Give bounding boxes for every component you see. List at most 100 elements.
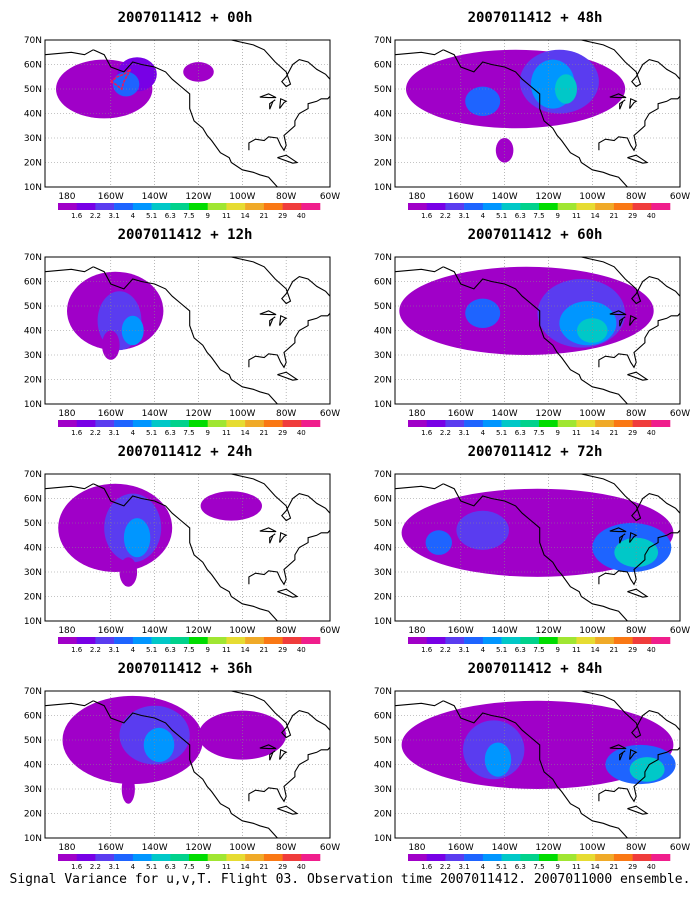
colorbar-label: 1.6	[421, 863, 433, 871]
colorbar-swatch	[263, 637, 283, 644]
longitude-label: 60W	[670, 192, 690, 202]
variance-contour	[102, 330, 120, 360]
colorbar-swatch	[445, 637, 465, 644]
latitude-label: 40N	[24, 761, 42, 771]
colorbar-swatch	[76, 637, 96, 644]
longitude-label: 140W	[142, 626, 168, 636]
longitude-label: 80W	[276, 626, 296, 636]
colorbar-label: 29	[278, 863, 287, 871]
variance-contour	[456, 510, 509, 550]
signal-variance-map: 70N 60N 50N 40N 30N 20N 10N 180 160W 140W 120W 100W…	[374, 36, 690, 220]
longitude-label: 80W	[626, 409, 646, 419]
latitude-label: 30N	[24, 351, 42, 361]
colorbar-label: 3.1	[109, 646, 120, 654]
latitude-label: 70N	[374, 470, 392, 480]
colorbar-label: 5.1	[496, 646, 507, 654]
longitude-label: 100W	[579, 626, 605, 636]
panel-title: 2007011412 + 36h	[117, 661, 253, 677]
latitude-label: 70N	[374, 687, 392, 697]
colorbar-swatch	[426, 637, 446, 644]
colorbar-label: 11	[222, 429, 231, 437]
latitude-label: 50N	[374, 519, 392, 529]
colorbar-label: 14	[241, 429, 250, 437]
colorbar-swatch	[245, 637, 265, 644]
coastline	[395, 40, 680, 187]
latitude-label: 10N	[374, 834, 392, 844]
longitude-label: 180	[58, 626, 75, 636]
colorbar-swatch	[557, 420, 577, 427]
longitude-label: 140W	[142, 843, 168, 853]
colorbar-swatch	[520, 854, 540, 861]
colorbar-swatch	[226, 637, 246, 644]
colorbar-label: 6.3	[515, 429, 526, 437]
colorbar-swatch	[263, 854, 283, 861]
colorbar-label: 7.5	[183, 863, 194, 871]
latitude-label: 20N	[374, 159, 392, 169]
colorbar-label: 6.3	[165, 212, 176, 220]
map-panel: 2007011412 + 72h 70N 60N 50N 40N 30N 20N 10N 180…	[360, 444, 690, 654]
colorbar-label: 21	[259, 646, 268, 654]
colorbar-swatch	[226, 203, 246, 210]
colorbar-swatch	[576, 203, 596, 210]
colorbar-swatch	[613, 637, 633, 644]
colorbar-swatch	[58, 637, 77, 644]
colorbar-label: 14	[241, 863, 250, 871]
latitude-label: 50N	[374, 736, 392, 746]
map-panel: 2007011412 + 84h 70N 60N 50N 40N 30N 20N 10N 180…	[360, 661, 690, 871]
colorbar-swatch	[632, 203, 652, 210]
colorbar-label: 5.1	[146, 863, 157, 871]
colorbar-swatch	[539, 420, 558, 427]
longitude-label: 140W	[492, 409, 518, 419]
longitude-label: 100W	[229, 192, 255, 202]
longitude-label: 160W	[448, 843, 474, 853]
colorbar-swatch	[245, 203, 265, 210]
colorbar-swatch	[170, 203, 190, 210]
colorbar-label: 6.3	[165, 429, 176, 437]
colorbar-label: 5.1	[146, 646, 157, 654]
longitude-label: 120W	[185, 843, 211, 853]
longitude-label: 60W	[670, 843, 690, 853]
longitude-label: 60W	[320, 409, 340, 419]
latitude-label: 50N	[24, 302, 42, 312]
colorbar-swatch	[426, 854, 446, 861]
longitude-label: 80W	[626, 843, 646, 853]
colorbar-swatch	[170, 854, 190, 861]
colorbar-label: 11	[222, 863, 231, 871]
longitude-label: 80W	[276, 192, 296, 202]
colorbar-swatch	[170, 637, 190, 644]
colorbar-swatch	[595, 203, 615, 210]
latitude-label: 50N	[24, 736, 42, 746]
colorbar-label: 4	[131, 212, 136, 220]
colorbar-swatch	[301, 420, 321, 427]
latitude-label: 50N	[374, 302, 392, 312]
variance-contour	[484, 742, 512, 777]
colorbar-label: 5.1	[496, 863, 507, 871]
longitude-label: 100W	[579, 192, 605, 202]
colorbar: 1.6 2.2 3.1 4 5.1 6.3 7.5 9 11 14 21 29 40	[58, 420, 321, 437]
latitude-label: 10N	[24, 617, 42, 627]
longitude-label: 180	[408, 843, 425, 853]
colorbar-label: 11	[572, 863, 581, 871]
latitude-label: 60N	[24, 61, 42, 71]
colorbar-swatch	[282, 420, 302, 427]
colorbar-swatch	[189, 203, 208, 210]
variance-contour	[495, 138, 514, 163]
longitude-label: 180	[58, 192, 75, 202]
longitude-label: 60W	[670, 409, 690, 419]
colorbar-label: 1.6	[421, 212, 433, 220]
map-panel: 2007011412 + 36h 70N 60N 50N 40N 30N 20N 10N 180…	[10, 661, 340, 871]
latitude-label: 10N	[374, 183, 392, 193]
latitude-label: 60N	[24, 495, 42, 505]
longitude-label: 120W	[535, 626, 561, 636]
colorbar-swatch	[207, 637, 227, 644]
longitude-label: 120W	[535, 409, 561, 419]
colorbar-swatch	[76, 203, 96, 210]
figure-caption: Signal Variance for u,v,T. Flight 03. Ob…	[9, 872, 691, 887]
signal-variance-map: 70N 60N 50N 40N 30N 20N 10N 180 160W 140W 120W 100W…	[24, 253, 340, 437]
longitude-label: 60W	[320, 192, 340, 202]
colorbar-label: 5.1	[146, 212, 157, 220]
colorbar-swatch	[613, 203, 633, 210]
colorbar: 1.6 2.2 3.1 4 5.1 6.3 7.5 9 11 14 21 29 40	[408, 420, 671, 437]
longitude-label: 160W	[448, 626, 474, 636]
latitude-label: 60N	[374, 712, 392, 722]
